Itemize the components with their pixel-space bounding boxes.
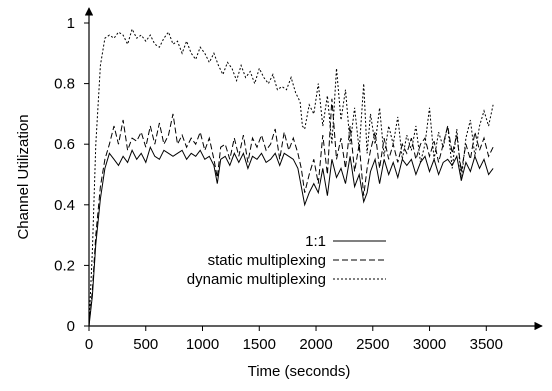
x-tick-label: 3000 <box>413 336 446 353</box>
axes-layer <box>84 7 543 331</box>
x-tick-label: 0 <box>85 336 93 353</box>
legend-label: dynamic multiplexing <box>187 271 326 288</box>
x-tick-label: 500 <box>133 336 158 353</box>
series-layer <box>88 27 494 327</box>
series-line-1-1 <box>88 145 494 327</box>
y-tick-label: 1 <box>67 15 75 32</box>
y-tick-label: 0.4 <box>54 197 75 214</box>
x-tick-label: 3500 <box>470 336 503 353</box>
y-tick-label: 0.6 <box>54 136 75 153</box>
x-tick-label: 2000 <box>299 336 332 353</box>
legend-label: static multiplexing <box>208 252 326 269</box>
y-axis-title: Channel Utilization <box>15 114 32 239</box>
legend: 1:1 static multiplexing dynamic multiplexi… <box>187 233 386 288</box>
series-line-dynamic-multiplexing <box>88 27 494 327</box>
series-line-static-multiplexing <box>88 98 494 327</box>
legend-label: 1:1 <box>305 233 326 250</box>
x-tick-label: 1500 <box>243 336 276 353</box>
x-axis-title: Time (seconds) <box>248 363 351 380</box>
y-tick-label: 0.8 <box>54 76 75 93</box>
ticks-layer: 0 500 1000 1500 2000 2500 3000 3500 0 0.2 0.4 0.6 0.… <box>54 15 503 353</box>
y-tick-label: 0 <box>67 318 75 335</box>
y-tick-label: 0.2 <box>54 257 75 274</box>
x-tick-label: 1000 <box>186 336 219 353</box>
x-tick-label: 2500 <box>356 336 389 353</box>
